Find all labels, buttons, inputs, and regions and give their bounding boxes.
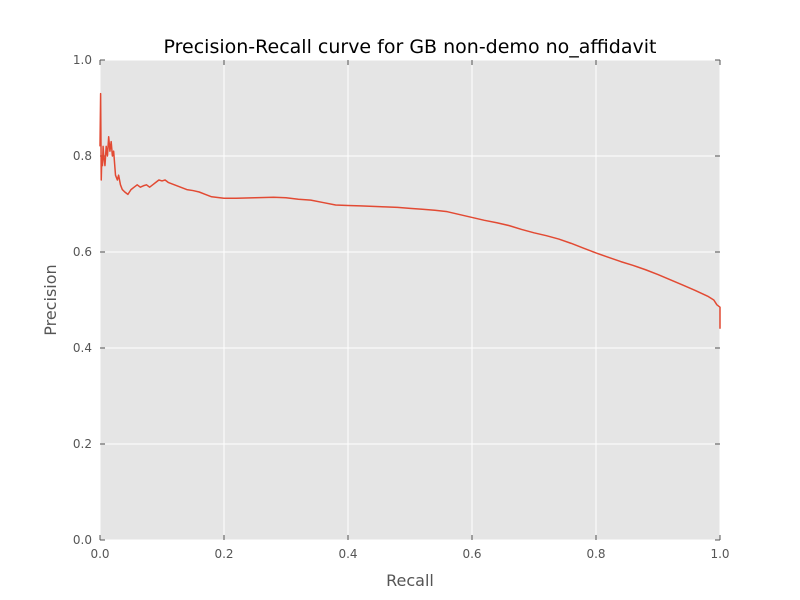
tick-labels: 0.0 0.2 0.4 0.6 0.8 1.0 0.0 0.2 0.4 0.6 0.8 1.0	[73, 53, 730, 561]
x-tick-label: 0.6	[462, 547, 481, 561]
precision-recall-line	[99, 92, 721, 329]
grid	[99, 59, 721, 541]
y-tick-label: 0.0	[73, 533, 92, 547]
y-axis-label: Precision	[41, 264, 60, 335]
x-tick-label: 0.2	[214, 547, 233, 561]
plot-background	[100, 60, 720, 540]
axis-ticks	[99, 59, 721, 541]
y-tick-label: 0.4	[73, 341, 92, 355]
x-tick-label: 0.8	[586, 547, 605, 561]
x-tick-label: 0.0	[90, 547, 109, 561]
y-tick-label: 0.2	[73, 437, 92, 451]
chart-title: Precision-Recall curve for GB non-demo n…	[164, 36, 657, 58]
x-tick-label: 0.4	[338, 547, 357, 561]
x-tick-label: 1.0	[710, 547, 729, 561]
y-tick-label: 1.0	[73, 53, 92, 67]
y-tick-label: 0.6	[73, 245, 92, 259]
y-tick-label: 0.8	[73, 149, 92, 163]
series-group	[99, 92, 721, 329]
x-axis-label: Recall	[386, 571, 434, 590]
